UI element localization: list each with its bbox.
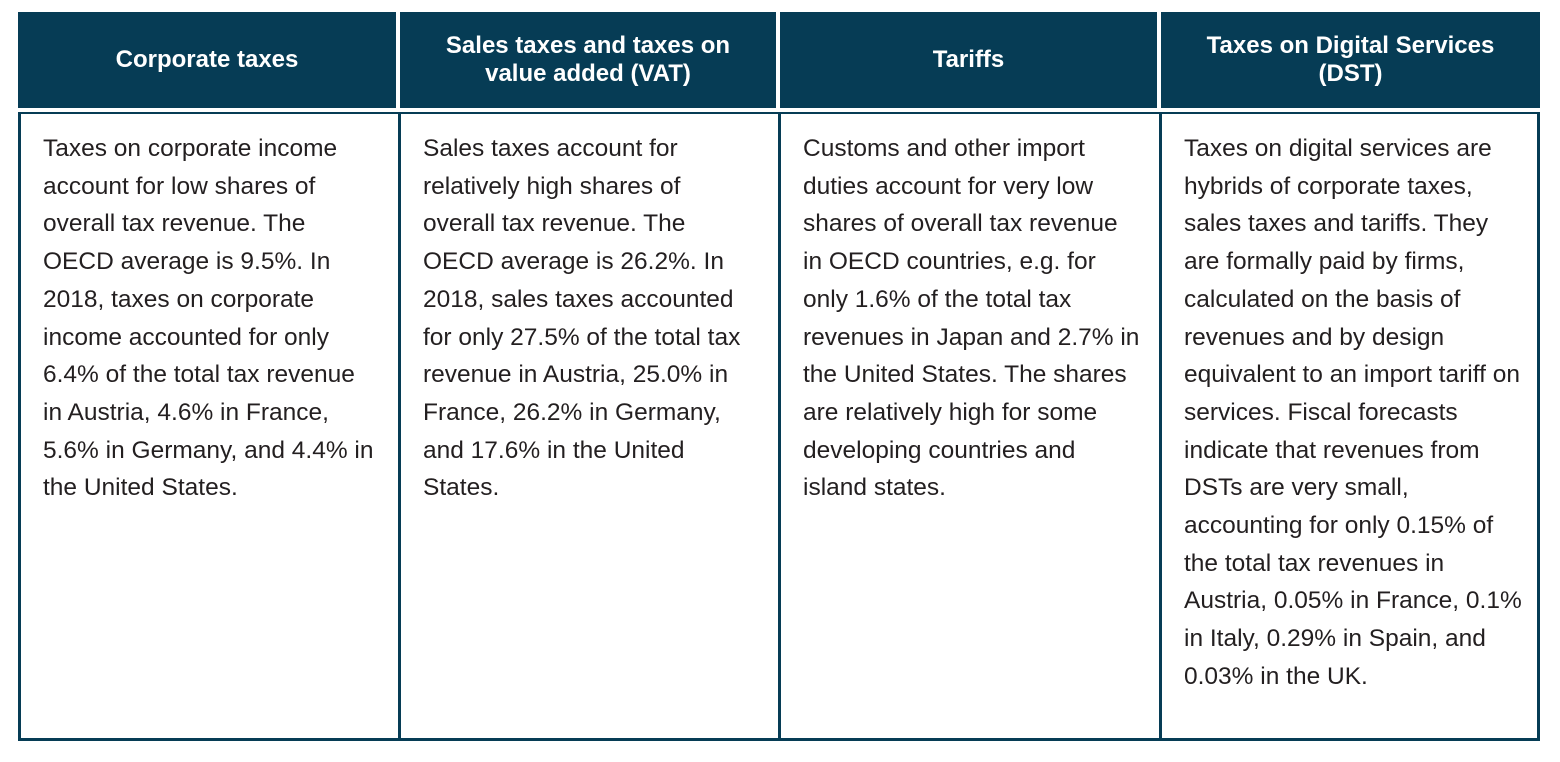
tax-comparison-table: Corporate taxes Sales taxes and taxes on… (18, 12, 1540, 741)
cell-text: Taxes on digital services are hybrids of… (1184, 135, 1522, 690)
header-label: Taxes on Digital Services (DST) (1206, 32, 1495, 87)
table-header-row: Corporate taxes Sales taxes and taxes on… (18, 12, 1540, 108)
header-corporate-taxes: Corporate taxes (18, 12, 396, 108)
cell-text: Customs and other import duties account … (803, 135, 1140, 502)
header-sales-taxes-vat: Sales taxes and taxes on value added (VA… (400, 12, 776, 108)
cell-text: Taxes on corporate income account for lo… (43, 135, 374, 502)
cell-digital-services-taxes: Taxes on digital services are hybrids of… (1162, 114, 1537, 738)
table-body-row: Taxes on corporate income account for lo… (18, 112, 1540, 741)
header-label: Sales taxes and taxes on value added (VA… (445, 32, 731, 87)
header-tariffs: Tariffs (780, 12, 1157, 108)
cell-corporate-taxes: Taxes on corporate income account for lo… (21, 114, 399, 738)
cell-sales-taxes-vat: Sales taxes account for relatively high … (401, 114, 779, 738)
column-divider (398, 114, 401, 738)
cell-text: Sales taxes account for relatively high … (423, 135, 741, 502)
column-divider (1159, 114, 1162, 738)
column-divider (778, 114, 781, 738)
header-digital-services-taxes: Taxes on Digital Services (DST) (1161, 12, 1540, 108)
header-label: Tariffs (932, 46, 1005, 73)
cell-tariffs: Customs and other import duties account … (781, 114, 1160, 738)
header-label: Corporate taxes (115, 46, 299, 73)
